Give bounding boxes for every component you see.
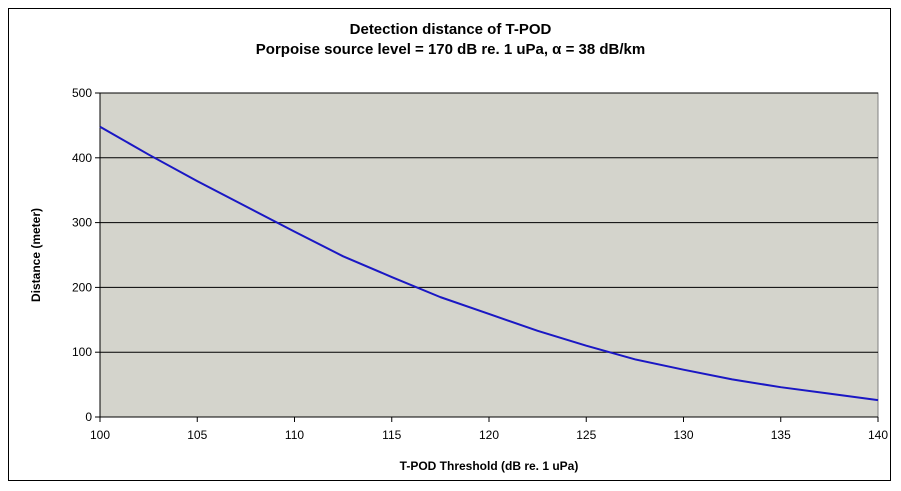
x-tick-label-115: 115 bbox=[382, 428, 401, 442]
x-tick-label-130: 130 bbox=[673, 428, 693, 442]
axes bbox=[95, 92, 879, 422]
y-tick-label-100: 100 bbox=[72, 345, 92, 359]
plot-area bbox=[99, 92, 879, 418]
gridlines bbox=[100, 92, 878, 353]
y-tick-label-400: 400 bbox=[72, 151, 92, 165]
y-tick-label-200: 200 bbox=[72, 280, 92, 294]
x-tick-label-140: 140 bbox=[868, 428, 888, 442]
x-axis-label: T-POD Threshold (dB re. 1 uPa) bbox=[400, 459, 579, 473]
x-tick-label-105: 105 bbox=[187, 428, 207, 442]
x-tick-label-135: 135 bbox=[771, 428, 791, 442]
y-axis-label: Distance (meter) bbox=[29, 208, 43, 302]
chart-title-block: Detection distance of T-POD Porpoise sou… bbox=[0, 20, 901, 60]
y-tick-label-500: 500 bbox=[72, 86, 92, 100]
y-tick-label-300: 300 bbox=[72, 216, 92, 230]
series-line-0 bbox=[99, 125, 879, 402]
tick-labels: 0 100 200 300 400 500 100 105 110 115 120 125 130 135… bbox=[72, 86, 888, 442]
x-tick-label-125: 125 bbox=[576, 428, 596, 442]
chart-title: Detection distance of T-POD bbox=[349, 21, 552, 38]
x-tick-label-100: 100 bbox=[90, 428, 110, 442]
series-group bbox=[99, 125, 879, 402]
y-tick-label-0: 0 bbox=[85, 410, 92, 424]
x-tick-label-110: 110 bbox=[285, 428, 304, 442]
x-tick-label-120: 120 bbox=[479, 428, 499, 442]
chart-subtitle: Porpoise source level = 170 dB re. 1 uPa… bbox=[255, 41, 646, 58]
